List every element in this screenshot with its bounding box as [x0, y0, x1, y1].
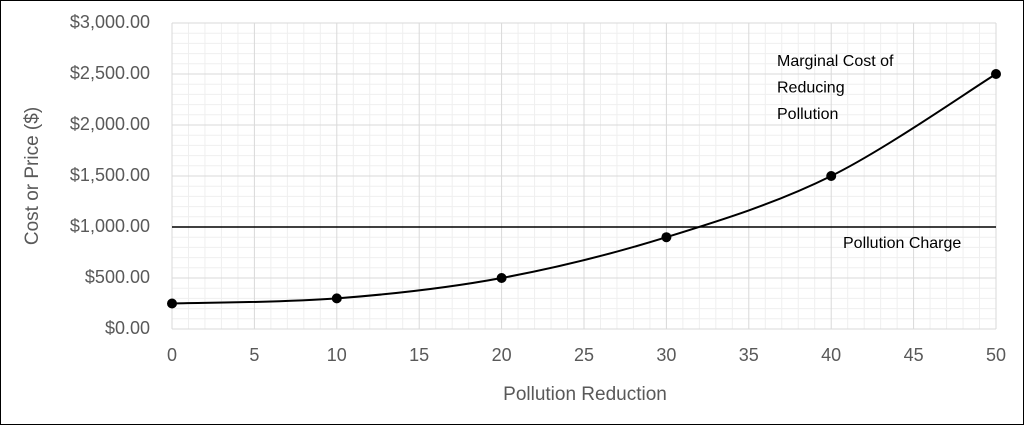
annotation: Reducing	[777, 80, 845, 97]
x-tick-label: 30	[656, 345, 676, 365]
annotation: Pollution	[777, 106, 838, 123]
data-point	[167, 298, 177, 309]
x-tick-label: 15	[409, 345, 429, 365]
y-tick-label: $2,500.00	[70, 63, 150, 83]
x-tick-label: 25	[574, 345, 594, 365]
data-point	[991, 69, 1001, 79]
annotation: Marginal Cost of	[777, 53, 894, 70]
cost-curve	[171, 73, 997, 305]
x-tick-label: 45	[904, 345, 924, 365]
x-tick-label: 10	[327, 345, 347, 365]
x-tick-label: 40	[821, 345, 841, 365]
y-tick-label: $0.00	[105, 318, 150, 338]
data-point	[496, 273, 507, 283]
y-tick-label: $1,500.00	[70, 165, 150, 185]
x-tick-label: 35	[739, 345, 759, 365]
y-tick-label: $3,000.00	[70, 12, 150, 32]
y-tick-label: $1,000.00	[70, 216, 150, 236]
x-axis-title: Pollution Reduction	[503, 384, 667, 405]
y-tick-label: $2,000.00	[70, 114, 150, 134]
data-point	[826, 171, 837, 181]
data-point	[331, 293, 342, 304]
y-tick-label: $500.00	[85, 267, 150, 287]
x-tick-label: 0	[167, 345, 177, 365]
x-tick-label: 50	[986, 345, 1006, 365]
x-tick-label: 5	[249, 345, 259, 365]
grid	[171, 22, 997, 330]
hline-label: Pollution Charge	[843, 235, 961, 252]
data-point	[661, 232, 672, 243]
x-tick-label: 20	[492, 345, 512, 365]
y-axis-title: Cost or Price ($)	[22, 107, 43, 245]
